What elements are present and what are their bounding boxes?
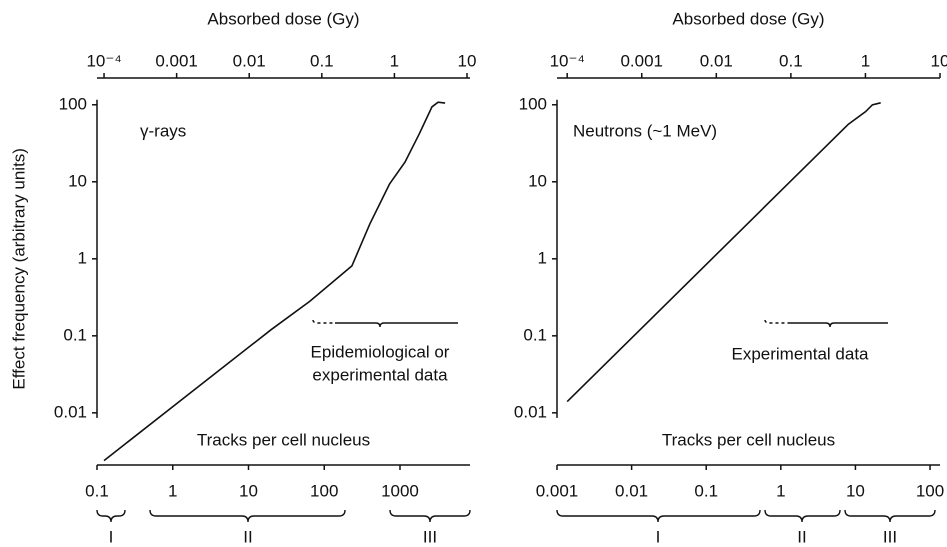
brace: [764, 509, 841, 523]
x2-tick-label: 100: [916, 481, 944, 500]
x2-tick-label: 0.01: [615, 481, 648, 500]
x-axis-title: Absorbed dose (Gy): [207, 9, 359, 28]
y-tick-label: 10: [528, 171, 547, 190]
data-range-label: experimental data: [312, 365, 448, 384]
y-tick-label: 1: [78, 248, 87, 267]
x-axis-title: Absorbed dose (Gy): [672, 9, 824, 28]
radiation-label: Neutrons (~1 MeV): [573, 121, 717, 140]
y-tick-label: 0.01: [514, 402, 547, 421]
x2-tick-label: 0.001: [536, 481, 579, 500]
y-tick-label: 0.01: [54, 402, 87, 421]
y-tick-label: 10: [68, 171, 87, 190]
x2-tick-label: 10: [239, 481, 258, 500]
y-tick-label: 0.1: [63, 325, 87, 344]
x2-tick-label: 10: [846, 481, 865, 500]
y-tick-label: 100: [519, 94, 547, 113]
y-axis-title: Effect frequency (arbitrary units): [9, 148, 28, 390]
x-tick-label: 10: [458, 51, 477, 70]
x-tick-label: 0.1: [779, 51, 803, 70]
x-tick-label: 10⁻⁴: [550, 51, 585, 70]
x-tick-label: 0.001: [620, 51, 663, 70]
x-tick-label: 0.01: [233, 51, 266, 70]
x2-tick-label: 1000: [381, 481, 419, 500]
x2-axis-title: Tracks per cell nucleus: [662, 430, 835, 449]
x2-axis-title: Tracks per cell nucleus: [197, 430, 370, 449]
x2-tick-label: 0.1: [85, 481, 109, 500]
range-dash: [764, 319, 790, 324]
x2-tick-label: 0.1: [694, 481, 718, 500]
x-tick-label: 1: [390, 51, 399, 70]
region-label: II: [797, 527, 806, 546]
range-dash: [312, 319, 335, 324]
data-range-label: Experimental data: [731, 344, 869, 363]
data-range-brackets: [312, 319, 888, 328]
brace: [149, 509, 346, 523]
x2-tick-label: 1: [168, 481, 177, 500]
region-label: I: [109, 527, 114, 546]
x-tick-label: 0.001: [155, 51, 198, 70]
x-tick-label: 10: [931, 51, 947, 70]
brace: [844, 509, 936, 523]
range-bracket: [335, 322, 458, 328]
x2-tick-label: 1: [776, 481, 785, 500]
brace: [556, 509, 761, 523]
region-label: II: [243, 527, 252, 546]
x2-tick-label: 100: [310, 481, 338, 500]
brace: [96, 509, 126, 523]
range-bracket: [790, 322, 888, 328]
region-label: III: [423, 527, 437, 546]
effect-curve: [566, 102, 881, 403]
x-tick-label: 1: [861, 51, 870, 70]
y-tick-label: 0.1: [523, 325, 547, 344]
x-tick-label: 0.1: [310, 51, 334, 70]
brace: [389, 509, 471, 523]
region-label: III: [883, 527, 897, 546]
y-tick-label: 100: [59, 94, 87, 113]
x-tick-label: 0.01: [700, 51, 733, 70]
region-label: I: [656, 527, 661, 546]
y-tick-label: 1: [538, 248, 547, 267]
effect-curve: [103, 101, 446, 462]
region-braces: [96, 509, 936, 523]
radiation-label: γ-rays: [140, 121, 186, 140]
data-range-label: Epidemiological or: [311, 342, 450, 361]
x-tick-label: 10⁻⁴: [86, 51, 121, 70]
